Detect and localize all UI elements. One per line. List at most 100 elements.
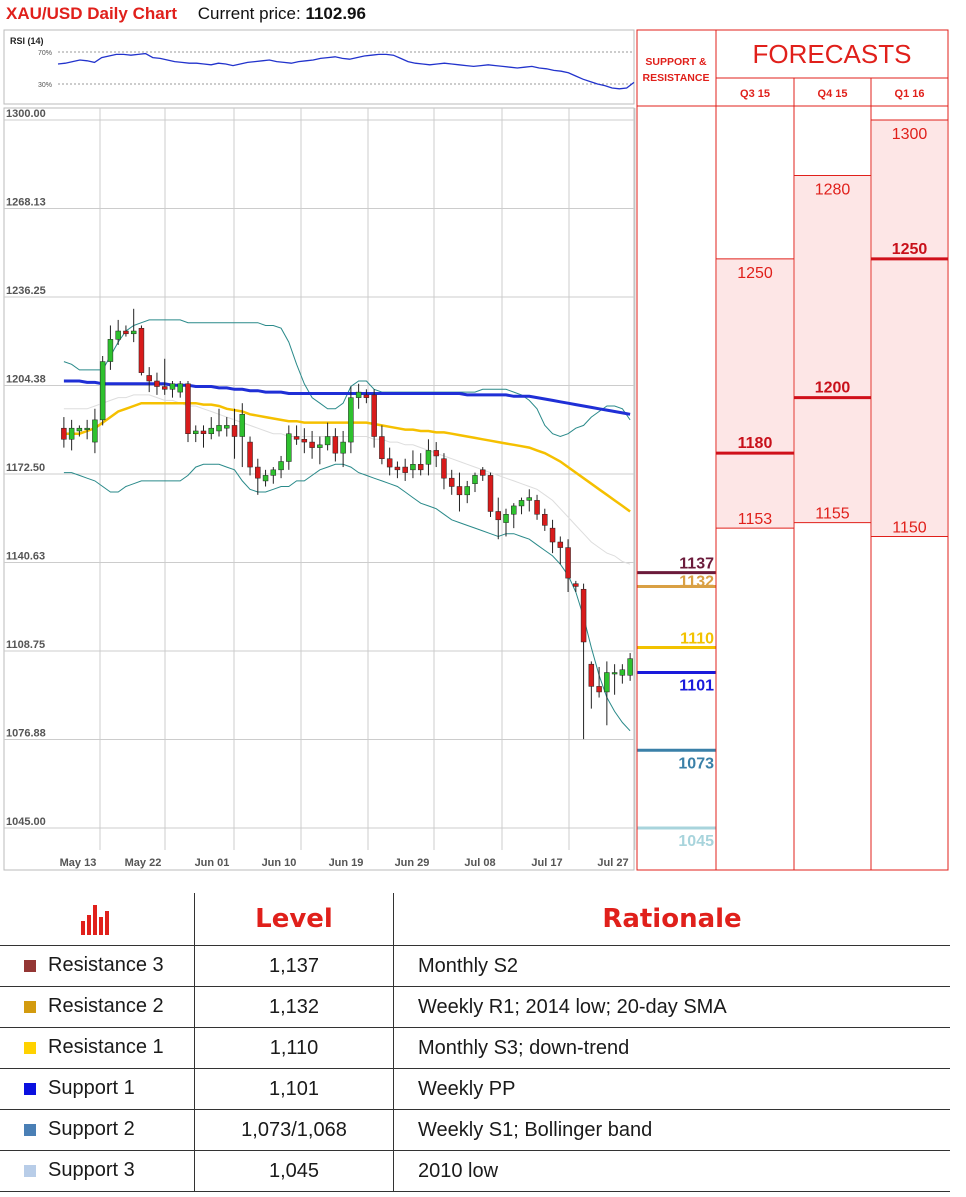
candle-body: [456, 486, 463, 496]
candle-body: [216, 425, 222, 432]
candle-body: [549, 527, 556, 543]
y-tick-label: 1108.75: [6, 639, 45, 651]
candle-body: [503, 514, 509, 523]
forecast-high-label: 1280: [815, 182, 851, 199]
y-tick-label: 1300.00: [6, 108, 46, 120]
forecast-range-box: [872, 120, 947, 537]
candle-body: [92, 419, 98, 443]
level-name-cell: Resistance 2: [0, 986, 195, 1028]
x-tick-label: May 22: [125, 857, 162, 869]
candle-body: [99, 361, 106, 421]
candle-body: [84, 427, 90, 430]
candle-body: [76, 427, 83, 432]
candle-body: [115, 330, 121, 340]
y-tick-label: 1172.50: [6, 462, 45, 474]
candle-body: [464, 486, 470, 496]
level-name-cell: Support 1: [0, 1068, 195, 1110]
level-value: 1,137: [194, 945, 394, 987]
level-name-cell: Resistance 1: [0, 1027, 195, 1069]
y-tick-label: 1268.13: [6, 196, 46, 208]
forecast-mid-label: 1180: [738, 435, 773, 452]
candle-body: [130, 330, 137, 335]
rsi-panel: [3, 29, 635, 105]
candle-body: [208, 427, 214, 434]
level-column-header: Level: [194, 893, 394, 946]
forecast-quarter-label: Q1 16: [895, 88, 925, 100]
candle-body: [417, 464, 424, 471]
y-tick-label: 1236.25: [6, 285, 46, 297]
x-tick-label: Jun 19: [329, 857, 364, 869]
level-name: Resistance 3: [48, 954, 164, 977]
candle-body: [332, 436, 339, 454]
candle-body: [262, 475, 269, 482]
price-panel: [3, 107, 635, 871]
level-color-swatch: [24, 1042, 36, 1055]
sr-level-label: 1073: [678, 755, 714, 772]
candle-body: [441, 458, 447, 479]
candle-body: [480, 469, 486, 476]
forecast-frame: [636, 29, 949, 871]
candle-body: [239, 414, 246, 437]
level-rationale: Monthly S3; down-trend: [418, 1036, 630, 1059]
level-name: Support 1: [48, 1077, 135, 1100]
forecast-range-box: [795, 175, 870, 523]
rsi-level-70-label: 70%: [38, 50, 52, 57]
candle-body: [495, 511, 501, 521]
level-name: Resistance 1: [48, 1036, 164, 1059]
forecast-low-label: 1150: [892, 519, 927, 536]
level-name: Support 3: [48, 1159, 135, 1182]
price-value: 1102.96: [305, 4, 366, 23]
y-tick-label: 1140.63: [6, 550, 45, 562]
candle-body: [200, 430, 207, 434]
candle-body: [324, 436, 331, 446]
candle-body: [293, 436, 300, 440]
x-tick-label: Jun 01: [195, 857, 230, 869]
sma-gold-line: [63, 401, 631, 513]
level-color-swatch: [24, 1124, 36, 1137]
candle-body: [386, 458, 393, 468]
x-tick-label: May 13: [60, 857, 97, 869]
candle-body: [580, 588, 587, 643]
candle-body: [425, 450, 432, 465]
forecast-low-label: 1155: [815, 506, 850, 523]
sr-header: RESISTANCE: [643, 72, 710, 84]
candle-body: [255, 466, 261, 479]
bollinger-mid-line: [63, 394, 631, 565]
level-color-swatch: [24, 1165, 36, 1178]
candle-body: [588, 663, 595, 687]
sr-level-label: 1045: [678, 833, 714, 850]
x-tick-label: Jun 10: [262, 857, 297, 869]
candle-body: [394, 466, 401, 471]
level-value: 1,045: [194, 1150, 394, 1192]
table-row: Support 1 1,101 Weekly PP: [0, 1068, 950, 1110]
table-row: Support 2 1,073/1,068 Weekly S1; Bollinger…: [0, 1109, 950, 1151]
table-icon-cell: [0, 893, 195, 946]
candle-body: [573, 583, 579, 587]
sr-level-label: 1137: [679, 556, 714, 573]
table-row: Resistance 1 1,110 Monthly S3; down-trend: [0, 1027, 950, 1069]
candle-body: [596, 686, 602, 693]
candle-body: [340, 441, 346, 454]
candle-body: [138, 327, 145, 373]
candle-body: [619, 669, 626, 676]
y-tick-label: 1204.38: [6, 373, 46, 385]
candle-body: [410, 464, 416, 471]
sr-level-label: 1110: [680, 631, 714, 648]
candle-body: [433, 450, 439, 457]
level-color-swatch: [24, 1083, 36, 1096]
sr-level-label: 1132: [679, 573, 714, 590]
candle-body: [317, 444, 323, 448]
forecast-quarter-label: Q4 15: [818, 88, 848, 100]
candle-body: [154, 380, 160, 387]
rsi-line: [57, 52, 635, 90]
forecast-high-label: 1250: [737, 265, 773, 282]
level-name: Support 2: [48, 1118, 135, 1141]
level-rationale: Weekly PP: [418, 1077, 516, 1100]
rsi-label: RSI (14): [10, 36, 44, 46]
forecast-range-box: [717, 258, 793, 529]
candle-body: [355, 391, 362, 398]
y-tick-label: 1076.88: [6, 727, 46, 739]
candle-body: [379, 436, 385, 459]
level-color-swatch: [24, 1001, 36, 1014]
candle-body: [526, 497, 533, 501]
